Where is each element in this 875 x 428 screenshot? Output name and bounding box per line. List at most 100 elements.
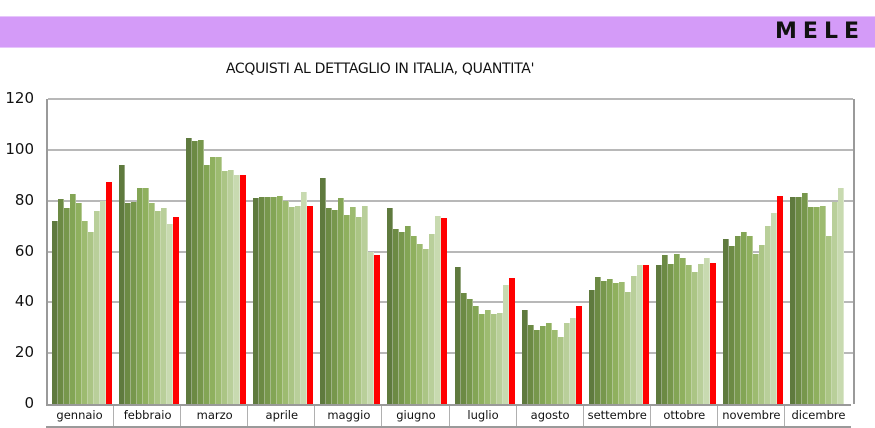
bar — [569, 317, 576, 404]
bar — [125, 203, 132, 404]
bar — [612, 283, 619, 404]
bar — [752, 254, 759, 404]
x-tick-label: novembre — [716, 406, 785, 426]
chart-title: ACQUISTI AL DETTAGLIO IN ITALIA, QUANTIT… — [225, 61, 535, 77]
gridline — [48, 250, 853, 253]
bar — [746, 236, 753, 404]
y-tick-label: 120 — [5, 89, 34, 107]
bar — [240, 175, 247, 404]
bar-group-marzo — [186, 99, 247, 404]
gridline — [48, 199, 853, 202]
bar — [697, 264, 704, 404]
x-axis: gennaio febbraio marzo aprile maggio giugno lu… — [46, 404, 851, 428]
y-tick-label: 60 — [14, 241, 34, 260]
bar — [94, 210, 100, 404]
bar — [502, 284, 509, 404]
bar — [703, 257, 710, 404]
bar — [728, 246, 735, 404]
y-tick-label: 80 — [14, 190, 34, 209]
x-tick-label: aprile — [247, 406, 315, 426]
y-tick-label: 20 — [14, 343, 34, 362]
y-tick-label: 100 — [5, 139, 34, 158]
band-title: MELE — [775, 19, 865, 44]
bar — [594, 276, 601, 404]
bar — [295, 205, 302, 404]
x-tick-label: agosto — [515, 406, 584, 426]
bar — [119, 165, 126, 404]
bar — [88, 232, 94, 404]
bar — [387, 208, 394, 404]
bar — [575, 306, 582, 404]
y-tick-label: 0 — [24, 394, 34, 412]
bar — [350, 207, 357, 404]
bar — [131, 201, 138, 404]
bar — [234, 175, 241, 404]
bar — [624, 292, 631, 404]
bar — [764, 226, 771, 404]
bar — [204, 165, 211, 404]
bar — [52, 221, 58, 404]
bar — [734, 236, 741, 404]
header-band: MELE — [0, 16, 875, 48]
bar — [770, 213, 777, 404]
bar — [758, 245, 765, 404]
bar — [618, 282, 625, 404]
bar — [819, 205, 826, 404]
bar — [557, 336, 564, 404]
bar — [496, 312, 503, 404]
bar-group-agosto — [521, 99, 582, 404]
bar — [399, 232, 406, 404]
bar — [277, 195, 284, 404]
gridline — [48, 352, 853, 355]
bar — [265, 196, 272, 404]
bar — [630, 275, 637, 404]
bar — [64, 208, 70, 404]
bar — [685, 265, 692, 404]
bar — [106, 181, 112, 404]
bar — [490, 313, 497, 404]
x-tick-label: maggio — [314, 406, 382, 426]
bar — [100, 200, 106, 404]
bar — [423, 248, 430, 404]
bar — [374, 255, 381, 404]
bar — [186, 138, 193, 404]
plot-area — [46, 98, 855, 404]
bar — [551, 330, 558, 404]
bar — [173, 217, 180, 404]
bar — [137, 187, 144, 404]
bar — [368, 251, 375, 404]
bar — [801, 193, 808, 404]
gridline — [48, 301, 853, 304]
bar — [393, 228, 400, 404]
bar — [222, 171, 229, 404]
bar — [417, 243, 424, 404]
bar — [831, 201, 838, 404]
bar — [563, 322, 570, 404]
bar — [332, 209, 339, 404]
bar — [679, 257, 686, 404]
bar — [454, 266, 461, 404]
bar — [539, 326, 546, 404]
bar-group-luglio — [454, 99, 515, 404]
x-tick-label: ottobre — [649, 406, 718, 426]
bar — [825, 236, 832, 404]
bar — [338, 198, 345, 404]
bar — [271, 196, 278, 404]
bar — [344, 214, 351, 404]
bar — [411, 236, 418, 404]
bar — [600, 280, 607, 404]
bar — [478, 313, 485, 404]
bar — [58, 199, 64, 404]
bar — [606, 279, 613, 404]
bar — [149, 203, 156, 404]
bar — [192, 140, 199, 404]
bar-group-maggio — [320, 99, 381, 404]
bar — [210, 157, 217, 404]
bar — [655, 265, 662, 404]
bar — [405, 226, 412, 404]
bar — [301, 191, 308, 404]
bar — [837, 187, 844, 404]
bar — [508, 278, 515, 404]
bar — [722, 238, 729, 404]
bar-group-febbraio — [119, 99, 180, 404]
